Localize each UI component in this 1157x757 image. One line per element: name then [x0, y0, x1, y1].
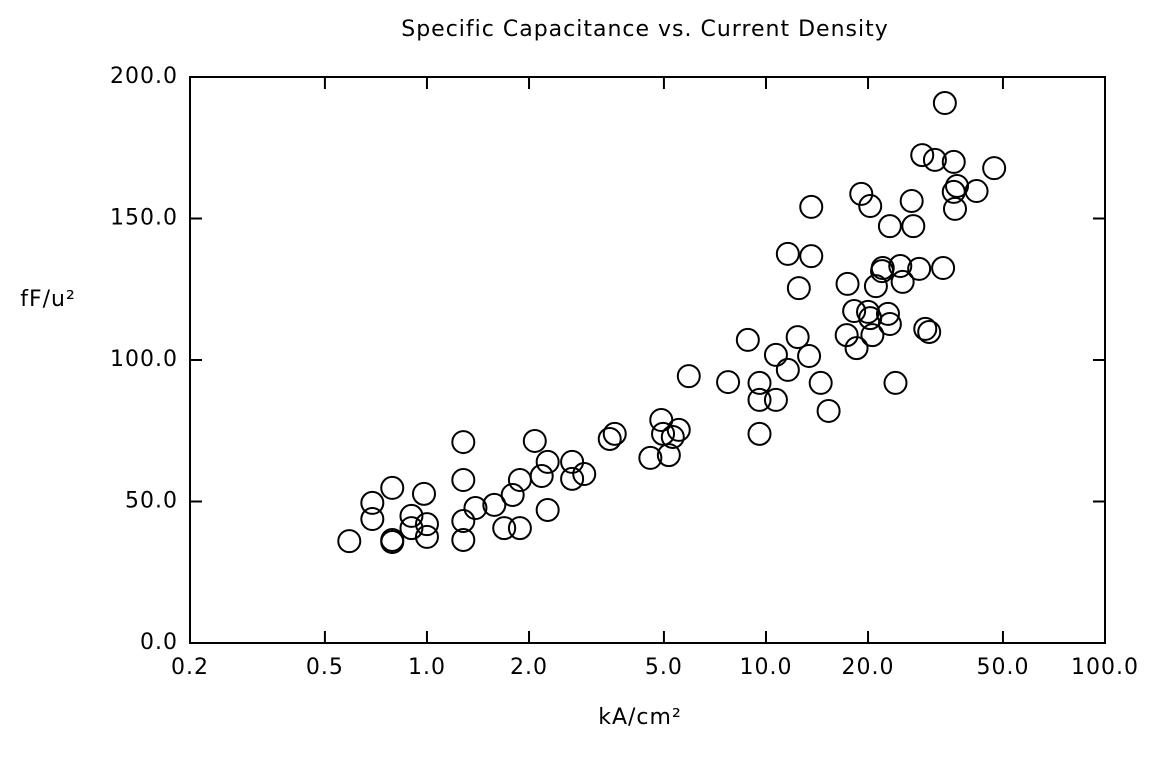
point	[844, 336, 869, 361]
point	[883, 370, 908, 395]
point	[535, 449, 560, 474]
x-tick-label: 2.0	[510, 655, 548, 680]
point	[964, 179, 989, 204]
point	[858, 194, 883, 219]
point	[932, 91, 957, 116]
point	[638, 445, 663, 470]
point	[716, 370, 741, 395]
point	[799, 194, 824, 219]
point	[560, 449, 585, 474]
point	[399, 503, 424, 528]
chart-title: Specific Capacitance vs. Current Density	[401, 17, 889, 42]
point	[535, 497, 560, 522]
y-tick-label: 0.0	[140, 630, 178, 655]
point	[901, 214, 926, 239]
point	[945, 173, 970, 198]
point	[747, 387, 772, 412]
point	[380, 475, 405, 500]
point	[360, 490, 385, 515]
point	[942, 196, 967, 221]
x-tick-label: 50.0	[976, 655, 1029, 680]
point	[913, 316, 938, 341]
point	[602, 421, 627, 446]
point	[507, 516, 532, 541]
point	[931, 256, 956, 281]
x-axis-label: kA/cm²	[598, 705, 682, 730]
y-axis-label: fF/u²	[20, 287, 76, 312]
point	[907, 256, 932, 281]
point	[676, 364, 701, 389]
point	[775, 357, 800, 382]
point	[863, 274, 888, 299]
point	[877, 214, 902, 239]
point	[899, 188, 924, 213]
point	[337, 529, 362, 554]
point	[597, 426, 622, 451]
x-tick-label: 5.0	[645, 655, 683, 680]
point	[890, 269, 915, 294]
point	[982, 156, 1007, 181]
point	[360, 507, 385, 532]
point	[451, 467, 476, 492]
x-tick-label: 20.0	[842, 655, 895, 680]
point	[799, 244, 824, 269]
point	[816, 398, 841, 423]
point	[849, 181, 874, 206]
y-tick-label: 50.0	[125, 489, 178, 514]
y-tick-label: 100.0	[110, 347, 178, 372]
plot-frame	[189, 76, 1106, 644]
point	[875, 301, 900, 326]
x-tick-label: 100.0	[1071, 655, 1139, 680]
point	[808, 370, 833, 395]
point	[870, 256, 895, 281]
point	[560, 466, 585, 491]
point	[492, 516, 517, 541]
point	[747, 421, 772, 446]
point	[910, 143, 935, 168]
point	[747, 370, 772, 395]
point	[482, 492, 507, 517]
point	[763, 342, 788, 367]
point	[411, 481, 436, 506]
point	[451, 430, 476, 455]
y-tick-label: 150.0	[110, 206, 178, 231]
y-tick-label: 200.0	[110, 64, 178, 89]
point	[860, 323, 885, 348]
point	[380, 527, 405, 552]
point	[835, 271, 860, 296]
x-tick-label: 0.5	[306, 655, 344, 680]
point	[451, 527, 476, 552]
point	[735, 327, 760, 352]
point	[414, 512, 439, 537]
point	[917, 319, 942, 344]
point	[785, 325, 810, 350]
point	[842, 299, 867, 324]
point	[888, 254, 913, 279]
point	[922, 147, 947, 172]
point	[414, 524, 439, 549]
point	[763, 387, 788, 412]
point	[941, 149, 966, 174]
point	[797, 344, 822, 369]
point	[522, 428, 547, 453]
point	[451, 509, 476, 534]
point	[775, 241, 800, 266]
x-tick-label: 1.0	[408, 655, 446, 680]
point	[399, 516, 424, 541]
x-tick-label: 0.2	[171, 655, 209, 680]
point	[500, 482, 525, 507]
point	[660, 424, 685, 449]
point	[380, 529, 405, 554]
x-tick-label: 10.0	[739, 655, 792, 680]
point	[463, 496, 488, 521]
point	[666, 417, 691, 442]
point	[786, 276, 811, 301]
point	[572, 462, 597, 487]
point	[877, 312, 902, 337]
point	[529, 464, 554, 489]
point	[656, 443, 681, 468]
